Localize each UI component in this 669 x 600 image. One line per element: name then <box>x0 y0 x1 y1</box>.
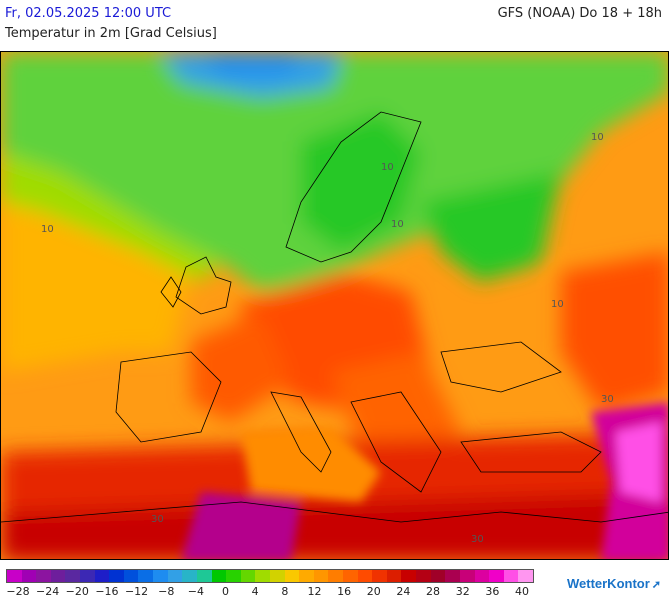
contour-label: 30 <box>471 534 484 545</box>
legend-swatch <box>109 570 124 582</box>
parameter-title: Temperatur in 2m [Grad Celsius] <box>5 26 217 41</box>
legend-tick-label: 8 <box>281 585 289 598</box>
legend-swatch <box>459 570 475 582</box>
legend-swatch <box>313 570 329 582</box>
arctic-core <box>201 52 301 74</box>
contour-label: 10 <box>591 132 604 143</box>
temperature-map-svg: 10 10 10 10 10 30 30 30 <box>1 52 668 559</box>
legend-tick-label: −4 <box>187 585 204 598</box>
legend-swatch <box>518 570 533 582</box>
contour-label: 10 <box>41 224 54 235</box>
coastline-anatolia <box>460 431 602 473</box>
legend-swatch <box>7 570 22 582</box>
legend-swatch <box>430 570 446 582</box>
brand-name: WetterKontor <box>566 576 650 591</box>
legend-swatch <box>80 570 95 582</box>
scandinavia-cool <box>301 112 421 252</box>
legend-tick-label: −12 <box>124 585 149 598</box>
coastline-ireland <box>160 276 182 308</box>
contour-label: 30 <box>151 514 164 525</box>
legend-tick-label: 32 <box>455 585 470 598</box>
legend-swatch <box>65 570 81 582</box>
arabia-extreme-core <box>616 422 661 502</box>
legend-swatch <box>474 570 490 582</box>
legend-swatch <box>343 570 358 582</box>
coastlines <box>1 111 668 523</box>
legend-swatch <box>503 570 519 582</box>
legend-swatch <box>299 570 314 582</box>
legend-swatch <box>255 570 270 582</box>
legend-swatch <box>372 570 387 582</box>
legend-swatch <box>123 570 139 582</box>
brand-mark-icon: ➚ <box>651 579 661 591</box>
coastline-balkans <box>350 391 442 493</box>
east-hot-zone <box>561 252 668 412</box>
legend-swatch <box>153 570 168 582</box>
legend-swatch <box>357 570 373 582</box>
legend-tick-label: 0 <box>222 585 230 598</box>
temperature-map: 10 10 10 10 10 30 30 30 <box>0 51 669 560</box>
mediterranean-sea <box>241 427 381 502</box>
contour-label: 30 <box>601 394 614 405</box>
legend-swatch <box>167 570 183 582</box>
legend-swatch <box>36 570 51 582</box>
coastline-north-africa <box>1 501 668 523</box>
legend-swatch <box>240 570 256 582</box>
color-scale-legend <box>6 569 534 583</box>
russia-cool <box>421 172 561 282</box>
contour-label: 10 <box>551 299 564 310</box>
legend-swatch <box>196 570 212 582</box>
legend-tick-label: 20 <box>366 585 381 598</box>
coastline-scandinavia <box>285 111 422 263</box>
legend-swatch <box>269 570 285 582</box>
coastline-iberia <box>115 351 222 443</box>
legend-swatch <box>416 570 431 582</box>
contour-label: 10 <box>381 162 394 173</box>
legend-tick-label: 36 <box>485 585 500 598</box>
legend-swatch <box>21 570 37 582</box>
sahara-hot <box>1 492 668 559</box>
legend-tick-label: 12 <box>307 585 322 598</box>
legend-tick-label: 28 <box>426 585 441 598</box>
legend-tick-label: −28 <box>6 585 30 598</box>
forecast-datetime: Fr, 02.05.2025 12:00 UTC <box>5 6 172 21</box>
legend-swatch <box>445 570 460 582</box>
legend-tick-label: −24 <box>36 585 60 598</box>
legend-tick-label: −16 <box>95 585 119 598</box>
legend-tick-label: 40 <box>515 585 529 598</box>
legend-tick-label: −20 <box>65 585 89 598</box>
contour-label: 10 <box>391 219 404 230</box>
arctic-cold-zone <box>161 52 341 97</box>
legend-swatch <box>50 570 66 582</box>
legend-tick-label: 24 <box>396 585 411 598</box>
legend-tick-label: 4 <box>251 585 259 598</box>
legend-tick-labels: −28 −24 −20 −16 −12 −8 −4 0 4 8 12 16 20 24 28 32 36 40 <box>6 585 534 599</box>
brand-logo: WetterKontor ➚ <box>567 576 661 591</box>
legend-swatch <box>328 570 344 582</box>
coastline-black-sea <box>440 341 562 393</box>
legend-tick-label: −8 <box>158 585 175 598</box>
coastline-italy <box>270 391 332 473</box>
legend-swatch <box>211 570 227 582</box>
legend-swatch <box>138 570 154 582</box>
coastline-britain <box>175 256 232 315</box>
transition-zone <box>1 152 221 282</box>
legend-swatch <box>401 570 417 582</box>
legend-swatch <box>182 570 197 582</box>
legend-swatch <box>284 570 300 582</box>
model-run-label: GFS (NOAA) Do 18 + 18h <box>497 6 662 21</box>
legend-swatch <box>489 570 504 582</box>
legend-swatch <box>226 570 241 582</box>
legend-swatch <box>386 570 402 582</box>
legend-tick-label: 16 <box>337 585 352 598</box>
sahara-extreme-west <box>181 492 301 559</box>
legend-swatch <box>94 570 110 582</box>
